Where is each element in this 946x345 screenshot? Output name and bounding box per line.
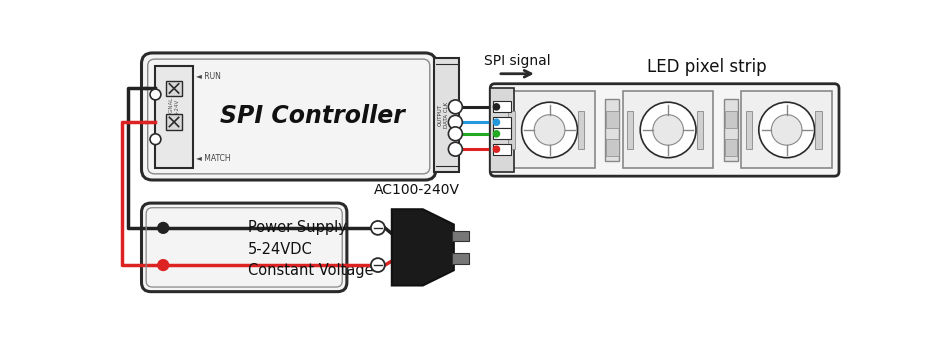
- FancyBboxPatch shape: [490, 84, 839, 176]
- Circle shape: [494, 119, 499, 125]
- Circle shape: [494, 146, 499, 152]
- Text: ◄ MATCH: ◄ MATCH: [196, 154, 231, 163]
- Text: Power Supply: Power Supply: [248, 220, 347, 235]
- Bar: [493, 144, 511, 155]
- Bar: [578, 111, 585, 149]
- Text: 5-24VDC: 5-24VDC: [248, 241, 313, 257]
- Circle shape: [150, 134, 161, 145]
- Circle shape: [521, 102, 577, 158]
- Text: SPI signal: SPI signal: [484, 53, 551, 68]
- Text: DA: DA: [516, 129, 528, 138]
- Circle shape: [158, 260, 168, 270]
- Text: SIGNAL
5-24V: SIGNAL 5-24V: [168, 97, 180, 117]
- Bar: [504, 91, 595, 168]
- Bar: [627, 111, 633, 149]
- Text: V-: V-: [516, 102, 524, 111]
- Circle shape: [371, 258, 385, 272]
- Bar: [166, 114, 182, 130]
- Bar: [815, 111, 821, 149]
- Bar: [452, 254, 469, 264]
- Circle shape: [150, 89, 161, 100]
- Polygon shape: [392, 209, 454, 286]
- Bar: [606, 111, 619, 128]
- Bar: [622, 91, 713, 168]
- Circle shape: [448, 127, 463, 141]
- Bar: [508, 111, 515, 149]
- Bar: [745, 111, 752, 149]
- Bar: [725, 139, 737, 156]
- Bar: [452, 230, 469, 241]
- Bar: [493, 117, 511, 128]
- Bar: [724, 99, 738, 161]
- Circle shape: [371, 221, 385, 235]
- Circle shape: [494, 131, 499, 137]
- Bar: [605, 99, 620, 161]
- Circle shape: [448, 100, 463, 114]
- FancyBboxPatch shape: [142, 203, 347, 292]
- Circle shape: [759, 102, 815, 158]
- Circle shape: [448, 115, 463, 129]
- Circle shape: [640, 102, 696, 158]
- Circle shape: [158, 223, 168, 233]
- Bar: [493, 101, 511, 112]
- Text: V+: V+: [516, 145, 529, 154]
- Text: AC100-240V: AC100-240V: [374, 183, 460, 197]
- Text: OUTPUT
DATA CLK: OUTPUT DATA CLK: [438, 102, 448, 128]
- Text: ◄ RUN: ◄ RUN: [196, 71, 220, 80]
- Bar: [155, 66, 193, 168]
- Bar: [725, 111, 737, 128]
- Bar: [434, 58, 459, 172]
- Bar: [697, 111, 703, 149]
- Circle shape: [494, 104, 499, 110]
- Text: Constant Voltage: Constant Voltage: [248, 263, 374, 278]
- Bar: [606, 139, 619, 156]
- FancyBboxPatch shape: [142, 53, 436, 180]
- Text: SPI Controller: SPI Controller: [219, 105, 405, 128]
- Bar: [166, 81, 182, 96]
- Bar: [490, 88, 514, 172]
- Circle shape: [653, 115, 683, 145]
- Text: LED pixel strip: LED pixel strip: [647, 58, 766, 76]
- Circle shape: [534, 115, 565, 145]
- Text: CK: CK: [516, 118, 527, 127]
- Circle shape: [771, 115, 802, 145]
- Bar: [742, 91, 832, 168]
- Bar: [493, 128, 511, 139]
- Circle shape: [448, 142, 463, 156]
